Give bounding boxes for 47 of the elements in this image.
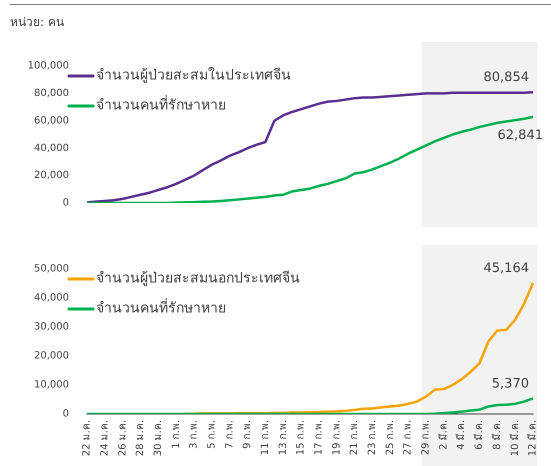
y-tick-label: 30,000 [34,322,69,333]
x-tick-label: 19 ก.พ. [331,420,342,456]
x-tick-label: 9 ก.พ. [242,420,254,449]
x-tick-label: 6 มี.ค. [473,420,486,450]
legend-label: จำนวนคนที่รักษาหาย [96,96,226,114]
data-label: 80,854 [484,70,529,86]
x-tick-label: 13 ก.พ. [278,420,289,456]
legend-label: จำนวนผู้ป่วยสะสมในประเทศจีน [96,66,291,84]
x-tick-label: 10 มี.ค. [508,420,521,456]
x-tick-label: 8 มี.ค. [490,420,503,450]
x-tick-label: 29 ก.พ. [420,420,432,456]
y-tick-label: 80,000 [34,88,69,99]
x-tick-label: 5 ก.พ. [206,420,218,449]
y-tick-label: 20,000 [34,350,69,362]
data-label: 5,370 [492,376,529,392]
y-tick-label: 50,000 [34,264,69,275]
y-tick-label: 40,000 [34,142,69,154]
x-tick-label: 3 ก.พ. [188,420,200,449]
legend-label: จำนวนคนที่รักษาหาย [96,298,226,317]
x-tick-label: 7 ก.พ. [224,420,236,449]
y-tick-label: 0 [62,198,69,209]
x-tick-label: 1 ก.พ. [170,420,182,449]
x-tick-label: 17 ก.พ. [314,420,325,456]
x-tick-label: 4 มี.ค. [455,420,468,450]
x-tick-label: 30 ม.ค. [152,420,164,456]
x-tick-label: 22 ม.ค. [82,420,93,456]
x-tick-label: 12 มี.ค. [526,420,539,456]
data-label: 62,841 [498,128,543,143]
legend-label: จำนวนผู้ป่วยสะสมนอกประเทศจีน [96,270,300,287]
y-tick-label: 60,000 [34,115,69,126]
x-tick-label: 2 มี.ค. [437,420,450,450]
x-tick-label: 11 ก.พ. [260,420,271,456]
x-tick-label: 24 ม.ค. [99,420,110,456]
x-tick-label: 25 ก.พ. [384,420,396,456]
x-tick-label: 26 ม.ค. [117,420,128,456]
x-tick-label: 27 ก.พ. [402,420,414,456]
x-tick-label: 28 ม.ค. [135,420,146,456]
x-tick-label: 21 ก.พ. [349,420,360,456]
data-label: 45,164 [484,260,529,276]
chart-subtitle: หน่วย: คน [10,14,64,31]
y-tick-label: 10,000 [34,380,69,391]
y-tick-label: 100,000 [28,60,69,72]
y-tick-label: 40,000 [34,292,69,304]
x-tick-label: 23 ก.พ. [367,420,378,456]
y-tick-label: 0 [62,408,69,420]
y-tick-label: 20,000 [34,170,69,182]
x-tick-label: 15 ก.พ. [296,420,307,456]
